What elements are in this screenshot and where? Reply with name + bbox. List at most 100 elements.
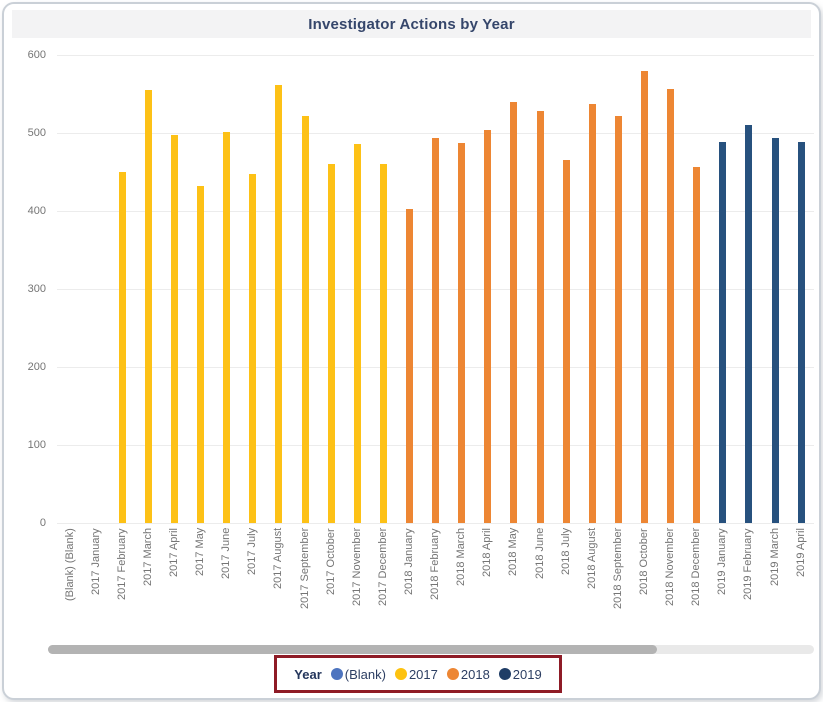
bar-slot <box>605 55 631 523</box>
bar[interactable] <box>771 138 779 523</box>
legend-item[interactable]: (Blank) <box>330 666 386 682</box>
bar-slot <box>188 55 214 523</box>
bar-slot <box>161 55 187 523</box>
bar[interactable] <box>118 172 126 523</box>
bar[interactable] <box>275 84 283 523</box>
legend-item-label: (Blank) <box>344 666 386 682</box>
x-label-slot: 2018 March <box>449 528 475 642</box>
x-label-slot: 2017 July <box>240 528 266 642</box>
bar-slot <box>396 55 422 523</box>
x-axis-label: 2017 November <box>350 528 363 607</box>
bar[interactable] <box>484 129 492 523</box>
x-label-slot: 2017 October <box>318 528 344 642</box>
bar[interactable] <box>588 104 596 523</box>
y-tick-label: 300 <box>27 283 46 295</box>
bar[interactable] <box>170 135 178 523</box>
legend-item-label: 2019 <box>512 666 542 682</box>
legend-item[interactable]: 2018 <box>446 667 490 682</box>
x-axis-label: 2017 March <box>141 528 154 587</box>
x-axis-label: 2018 March <box>455 528 468 587</box>
x-label-slot: 2017 May <box>188 528 214 642</box>
x-axis-label: 2018 January <box>402 528 415 595</box>
x-axis-label: 2017 April <box>167 528 180 577</box>
bar[interactable] <box>327 164 335 523</box>
x-label-slot: 2018 August <box>579 528 605 642</box>
bar[interactable] <box>693 166 701 523</box>
legend-title: Year <box>294 666 322 682</box>
bar-slot <box>579 55 605 523</box>
x-axis-label: 2019 April <box>794 528 807 577</box>
x-label-slot: 2017 September <box>292 528 318 642</box>
chart-title: Investigator Actions by Year <box>308 15 515 33</box>
x-label-slot: 2017 February <box>109 528 135 642</box>
bar[interactable] <box>249 173 257 523</box>
x-axis-label: 2019 January <box>716 528 729 595</box>
bar[interactable] <box>562 159 570 523</box>
x-scrollbar-thumb[interactable] <box>48 645 657 654</box>
bar[interactable] <box>405 208 413 523</box>
bar[interactable] <box>353 143 361 523</box>
bar[interactable] <box>144 90 152 523</box>
bar-slot <box>318 55 344 523</box>
x-scrollbar-track[interactable] <box>48 645 814 654</box>
x-label-slot: 2018 November <box>658 528 684 642</box>
legend-item[interactable]: 2019 <box>498 666 542 682</box>
bar[interactable] <box>301 115 309 523</box>
bar[interactable] <box>640 71 648 523</box>
bar[interactable] <box>458 143 466 523</box>
plot-area <box>57 55 814 524</box>
x-axis-label: 2018 September <box>611 528 624 610</box>
bar[interactable] <box>536 111 544 523</box>
gridline <box>57 55 814 56</box>
x-label-slot: 2019 February <box>736 528 762 642</box>
bar[interactable] <box>719 141 727 523</box>
bar-slot <box>631 55 657 523</box>
x-axis: (Blank) (Blank) 2017 January 2017 February… <box>57 528 814 642</box>
bar-slot <box>292 55 318 523</box>
x-axis-label: 2017 May <box>194 528 207 577</box>
bar[interactable] <box>432 138 440 523</box>
x-label-slot: 2018 October <box>631 528 657 642</box>
x-axis-label: 2017 July <box>246 528 259 576</box>
bar[interactable] <box>379 164 387 523</box>
x-label-slot: 2019 January <box>710 528 736 642</box>
x-axis-label: 2017 February <box>115 528 128 600</box>
legend-swatch-icon <box>498 668 511 680</box>
x-axis-label: 2019 February <box>742 528 755 600</box>
bar[interactable] <box>510 101 518 523</box>
x-label-slot: 2018 January <box>396 528 422 642</box>
y-axis: 600 500 400 300 200 100 0 <box>4 49 48 531</box>
bar[interactable] <box>667 88 675 523</box>
x-label-slot: 2018 July <box>553 528 579 642</box>
legend-swatch-icon <box>330 668 343 680</box>
x-label-slot: 2018 September <box>605 528 631 642</box>
bar-slot <box>214 55 240 523</box>
bar-slot <box>553 55 579 523</box>
x-label-slot: 2017 August <box>266 528 292 642</box>
x-label-slot: 2017 December <box>370 528 396 642</box>
bar[interactable] <box>797 141 805 523</box>
x-axis-label: 2018 April <box>481 528 494 577</box>
y-tick-label: 600 <box>27 49 46 61</box>
bar[interactable] <box>223 132 231 523</box>
x-label-slot: 2018 February <box>423 528 449 642</box>
y-tick-label: 500 <box>27 127 46 139</box>
bar-slot <box>370 55 396 523</box>
y-tick-label: 200 <box>27 361 46 373</box>
bar-slot <box>736 55 762 523</box>
x-label-slot: 2018 April <box>475 528 501 642</box>
x-label-slot: 2017 November <box>344 528 370 642</box>
bar[interactable] <box>745 125 753 523</box>
bar-slot <box>240 55 266 523</box>
bar[interactable] <box>197 186 205 523</box>
legend-highlight-box: Year (Blank) 2017 2018 2019 <box>274 655 562 693</box>
legend-item[interactable]: 2017 <box>394 667 438 682</box>
x-label-slot: (Blank) (Blank) <box>57 528 83 642</box>
bar[interactable] <box>614 115 622 523</box>
x-axis-label: 2019 March <box>768 528 781 587</box>
bar-slot <box>684 55 710 523</box>
x-label-slot: 2017 March <box>135 528 161 642</box>
bar-slot <box>266 55 292 523</box>
